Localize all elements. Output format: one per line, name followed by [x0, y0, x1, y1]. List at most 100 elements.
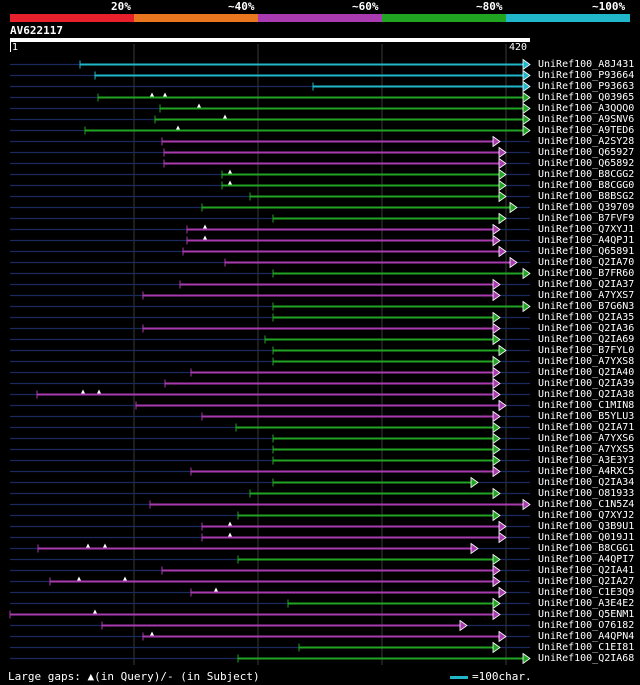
hit-label[interactable]: UniRef100_Q2IA36	[538, 323, 635, 334]
hit-arrow-icon	[498, 399, 507, 412]
hit-label[interactable]: UniRef100_A7YXS5	[538, 444, 635, 455]
hit-arrow-icon	[498, 531, 507, 544]
hit-label[interactable]: UniRef100_B8CGG2	[538, 169, 635, 180]
hit-label[interactable]: UniRef100_Q2IA38	[538, 389, 635, 400]
hit-arrow-icon	[492, 366, 501, 379]
hit-arrow-icon	[459, 619, 468, 632]
hit-label[interactable]: UniRef100_A7YXS8	[538, 356, 635, 367]
hit-arrow-icon	[492, 410, 501, 423]
query-end: 420	[509, 42, 528, 53]
hit-label[interactable]: UniRef100_C1EI81	[538, 642, 635, 653]
hit-label[interactable]: UniRef100_Q03965	[538, 92, 635, 103]
hit-arrow-icon	[509, 201, 518, 214]
hit-label[interactable]: UniRef100_Q3B9U1	[538, 521, 635, 532]
hit-label[interactable]: UniRef100_Q65927	[538, 147, 635, 158]
scale-segment-orange	[134, 14, 258, 22]
hit-label[interactable]: UniRef100_Q2IA35	[538, 312, 635, 323]
scale-segment-cyan	[506, 14, 630, 22]
hit-label[interactable]: UniRef100_A3E4E2	[538, 598, 635, 609]
percent-label-100: ~100%	[592, 0, 626, 13]
hit-label[interactable]: UniRef100_Q65892	[538, 158, 635, 169]
hit-label[interactable]: UniRef100_A8J431	[538, 59, 635, 70]
hit-arrow-icon	[498, 245, 507, 258]
hit-label[interactable]: UniRef100_Q2IA39	[538, 378, 635, 389]
hit-label[interactable]: UniRef100_Q2IA37	[538, 279, 635, 290]
hit-label[interactable]: UniRef100_Q7XYJ2	[538, 510, 635, 521]
gap-triangle-icon	[176, 125, 180, 130]
hit-arrow-icon	[492, 608, 501, 621]
hit-arrow-icon	[492, 135, 501, 148]
hit-label[interactable]: UniRef100_A4QPI7	[538, 554, 635, 565]
hit-arrow-icon	[522, 652, 531, 665]
hit-label[interactable]: UniRef100_C1N5Z4	[538, 499, 635, 510]
scale-segment-green	[382, 14, 506, 22]
hit-arrow-icon	[498, 586, 507, 599]
hit-arrow-icon	[492, 465, 501, 478]
hit-arrow-icon	[522, 69, 531, 82]
hit-arrow-icon	[492, 388, 501, 401]
hit-label[interactable]: UniRef100_Q2IA34	[538, 477, 635, 488]
gap-triangle-icon	[203, 224, 207, 229]
hit-arrow-icon	[492, 289, 501, 302]
hit-label[interactable]: UniRef100_A3QQQ0	[538, 103, 635, 114]
hit-label[interactable]: UniRef100_B5YLU3	[538, 411, 635, 422]
hit-label[interactable]: UniRef100_B8BSG2	[538, 191, 635, 202]
hit-label[interactable]: UniRef100_C1MIN8	[538, 400, 635, 411]
hit-arrow-icon	[492, 443, 501, 456]
hit-label[interactable]: UniRef100_Q5ENM1	[538, 609, 635, 620]
hit-arrow-icon	[492, 333, 501, 346]
hit-label[interactable]: UniRef100_Q2IA71	[538, 422, 635, 433]
hit-label[interactable]: UniRef100_P93663	[538, 81, 635, 92]
percent-label-20: 20%	[111, 0, 131, 13]
hit-label[interactable]: UniRef100_A4QPJ1	[538, 235, 635, 246]
hit-label[interactable]: UniRef100_A4RXC5	[538, 466, 635, 477]
query-start-tick	[10, 42, 11, 52]
gap-triangle-icon	[228, 521, 232, 526]
hit-label[interactable]: UniRef100_Q39709	[538, 202, 635, 213]
hit-label[interactable]: UniRef100_A7YXS7	[538, 290, 635, 301]
hit-label[interactable]: UniRef100_A4QPN4	[538, 631, 635, 642]
hit-arrow-icon	[498, 146, 507, 159]
hit-label[interactable]: UniRef100_A2SY28	[538, 136, 635, 147]
hit-label[interactable]: UniRef100_C1E3Q9	[538, 587, 635, 598]
hit-label[interactable]: UniRef100_B8CGG0	[538, 180, 635, 191]
hit-label[interactable]: UniRef100_A9TED6	[538, 125, 635, 136]
hit-label[interactable]: UniRef100_A7YXS6	[538, 433, 635, 444]
hit-label[interactable]: UniRef100_O76182	[538, 620, 635, 631]
hit-arrow-icon	[522, 102, 531, 115]
hit-label[interactable]: UniRef100_B7FR60	[538, 268, 635, 279]
hit-arrow-icon	[498, 168, 507, 181]
percent-header: 20% ~40% ~60% ~80% ~100%	[0, 0, 640, 14]
hit-label[interactable]: UniRef100_B7FYL0	[538, 345, 635, 356]
gap-triangle-icon	[77, 576, 81, 581]
triangle-icon: ▲	[87, 670, 95, 683]
hit-label[interactable]: UniRef100_Q65891	[538, 246, 635, 257]
hit-label[interactable]: UniRef100_Q7XYJ1	[538, 224, 635, 235]
hit-label[interactable]: UniRef100_P93664	[538, 70, 635, 81]
hit-label[interactable]: UniRef100_Q2IA70	[538, 257, 635, 268]
hit-label[interactable]: UniRef100_B8CGG1	[538, 543, 635, 554]
legend-query-text: (in Query)/- (in Subject)	[94, 670, 260, 683]
hit-label[interactable]: UniRef100_A9SNV6	[538, 114, 635, 125]
hit-arrow-icon	[498, 630, 507, 643]
hit-label[interactable]: UniRef100_Q019J1	[538, 532, 635, 543]
hit-label[interactable]: UniRef100_Q2IA68	[538, 653, 635, 664]
hit-arrow-icon	[509, 256, 518, 269]
hit-label[interactable]: UniRef100_O81933	[538, 488, 635, 499]
hit-label[interactable]: UniRef100_Q2IA40	[538, 367, 635, 378]
hit-label[interactable]: UniRef100_A3E3Y3	[538, 455, 635, 466]
hit-arrow-icon	[492, 553, 501, 566]
hit-label[interactable]: UniRef100_B7G6N3	[538, 301, 635, 312]
hit-label[interactable]: UniRef100_Q2IA27	[538, 576, 635, 587]
hit-arrow-icon	[492, 641, 501, 654]
gap-triangle-icon	[86, 543, 90, 548]
identity-color-scale	[10, 14, 630, 22]
scale-segment-magenta	[258, 14, 382, 22]
scale-bar	[450, 676, 468, 679]
hit-label[interactable]: UniRef100_Q2IA69	[538, 334, 635, 345]
hit-arrow-icon	[492, 487, 501, 500]
hit-label[interactable]: UniRef100_B7FVF9	[538, 213, 635, 224]
percent-label-80: ~80%	[476, 0, 503, 13]
query-name: AV622117	[10, 24, 63, 37]
hit-label[interactable]: UniRef100_Q2IA41	[538, 565, 635, 576]
